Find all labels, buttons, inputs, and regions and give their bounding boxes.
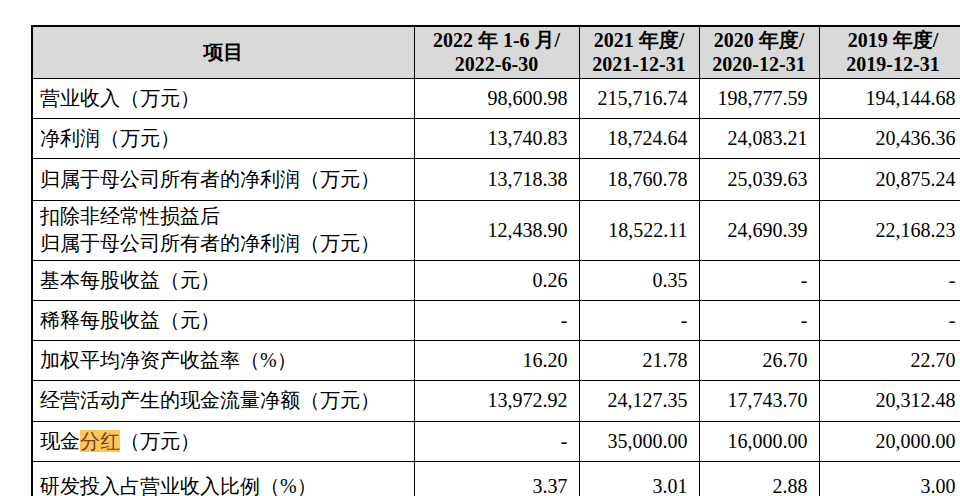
col-header-period-2022: 2022 年 1-6 月/ 2022-6-30 <box>414 26 579 78</box>
period-line2: 2020-12-31 <box>702 52 817 76</box>
value-cell: 17,743.70 <box>699 380 819 421</box>
period-line2: 2022-6-30 <box>417 52 577 76</box>
value-cell: 16,000.00 <box>699 421 819 461</box>
value-cell: 18,724.64 <box>579 118 699 158</box>
financial-summary-table: 项目 2022 年 1-6 月/ 2022-6-30 2021 年度/ 2021… <box>31 25 960 496</box>
row-label: 经营活动产生的现金流量净额（万元） <box>32 380 414 421</box>
document-page: { "page": { "background": "#ffffff" }, "… <box>0 0 960 496</box>
value-cell: 16.20 <box>414 340 579 380</box>
row-label: 归属于母公司所有者的净利润（万元） <box>32 158 414 200</box>
table-row-revenue: 营业收入（万元） 98,600.98 215,716.74 198,777.59… <box>32 78 960 118</box>
period-line2: 2021-12-31 <box>582 52 697 76</box>
table-row-rd-ratio: 研发投入占营业收入比例（%） 3.37 3.01 2.88 3.00 <box>32 461 960 496</box>
col-header-item: 项目 <box>32 26 414 78</box>
row-label: 基本每股收益（元） <box>32 260 414 300</box>
value-cell: 20,875.24 <box>819 158 960 200</box>
value-cell: 3.01 <box>579 461 699 496</box>
value-cell: 20,000.00 <box>819 421 960 461</box>
value-cell: 13,740.83 <box>414 118 579 158</box>
col-header-period-2019: 2019 年度/ 2019-12-31 <box>819 26 960 78</box>
value-cell: 12,438.90 <box>414 200 579 260</box>
label-prefix: 现金 <box>40 430 80 452</box>
value-cell: 18,522.11 <box>579 200 699 260</box>
table-row-operating-cash-flow: 经营活动产生的现金流量净额（万元） 13,972.92 24,127.35 17… <box>32 380 960 421</box>
table-row-deducted-net-profit: 扣除非经常性损益后 归属于母公司所有者的净利润（万元） 12,438.90 18… <box>32 200 960 260</box>
value-cell: - <box>699 300 819 340</box>
value-cell: - <box>414 421 579 461</box>
value-cell: 24,690.39 <box>699 200 819 260</box>
table-row-basic-eps: 基本每股收益（元） 0.26 0.35 - - <box>32 260 960 300</box>
value-cell: 194,144.68 <box>819 78 960 118</box>
value-cell: 24,083.21 <box>699 118 819 158</box>
row-label: 研发投入占营业收入比例（%） <box>32 461 414 496</box>
period-line1: 2021 年度/ <box>582 28 697 52</box>
value-cell: 198,777.59 <box>699 78 819 118</box>
value-cell: 3.37 <box>414 461 579 496</box>
financial-table-container: 项目 2022 年 1-6 月/ 2022-6-30 2021 年度/ 2021… <box>31 25 960 496</box>
row-label: 扣除非经常性损益后 归属于母公司所有者的净利润（万元） <box>32 200 414 260</box>
table-row-net-profit: 净利润（万元） 13,740.83 18,724.64 24,083.21 20… <box>32 118 960 158</box>
col-header-item-label: 项目 <box>203 41 243 63</box>
table-row-cash-dividend: 现金分红（万元） - 35,000.00 16,000.00 20,000.00 <box>32 421 960 461</box>
row-label: 净利润（万元） <box>32 118 414 158</box>
value-cell: 2.88 <box>699 461 819 496</box>
table-row-parent-net-profit: 归属于母公司所有者的净利润（万元） 13,718.38 18,760.78 25… <box>32 158 960 200</box>
value-cell: 25,039.63 <box>699 158 819 200</box>
value-cell: 98,600.98 <box>414 78 579 118</box>
value-cell: - <box>579 300 699 340</box>
header-row: 项目 2022 年 1-6 月/ 2022-6-30 2021 年度/ 2021… <box>32 26 960 78</box>
period-line1: 2019 年度/ <box>822 28 960 52</box>
value-cell: 215,716.74 <box>579 78 699 118</box>
value-cell: - <box>819 300 960 340</box>
value-cell: 26.70 <box>699 340 819 380</box>
period-line2: 2019-12-31 <box>822 52 960 76</box>
value-cell: 13,972.92 <box>414 380 579 421</box>
value-cell: - <box>699 260 819 300</box>
value-cell: 21.78 <box>579 340 699 380</box>
value-cell: 24,127.35 <box>579 380 699 421</box>
table-row-diluted-eps: 稀释每股收益（元） - - - - <box>32 300 960 340</box>
row-label: 加权平均净资产收益率（%） <box>32 340 414 380</box>
value-cell: - <box>819 260 960 300</box>
value-cell: 3.00 <box>819 461 960 496</box>
value-cell: 35,000.00 <box>579 421 699 461</box>
value-cell: 0.26 <box>414 260 579 300</box>
row-label: 营业收入（万元） <box>32 78 414 118</box>
value-cell: 20,312.48 <box>819 380 960 421</box>
label-suffix: （万元） <box>120 430 200 452</box>
period-line1: 2022 年 1-6 月/ <box>417 28 577 52</box>
period-line1: 2020 年度/ <box>702 28 817 52</box>
table-row-weighted-roe: 加权平均净资产收益率（%） 16.20 21.78 26.70 22.70 <box>32 340 960 380</box>
value-cell: 0.35 <box>579 260 699 300</box>
row-label: 稀释每股收益（元） <box>32 300 414 340</box>
value-cell: 20,436.36 <box>819 118 960 158</box>
row-label-cash-dividend: 现金分红（万元） <box>32 421 414 461</box>
value-cell: 13,718.38 <box>414 158 579 200</box>
value-cell: 22.70 <box>819 340 960 380</box>
value-cell: 18,760.78 <box>579 158 699 200</box>
col-header-period-2020: 2020 年度/ 2020-12-31 <box>699 26 819 78</box>
search-highlight-mark: 分红 <box>80 430 120 452</box>
value-cell: 22,168.23 <box>819 200 960 260</box>
col-header-period-2021: 2021 年度/ 2021-12-31 <box>579 26 699 78</box>
value-cell: - <box>414 300 579 340</box>
